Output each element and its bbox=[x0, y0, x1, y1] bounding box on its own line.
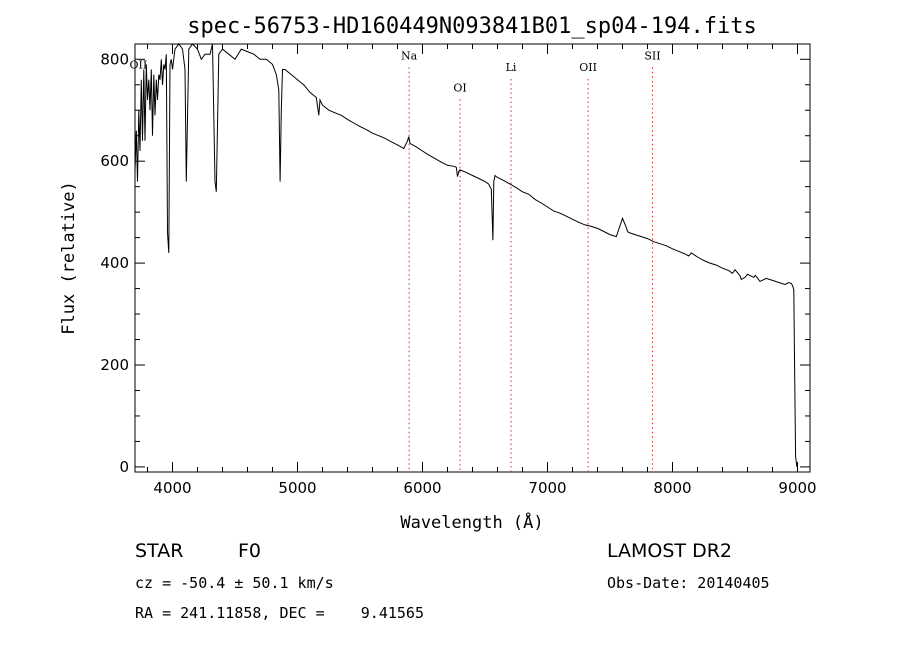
y-tick-label: 200 bbox=[100, 356, 129, 374]
x-tick-label: 5000 bbox=[278, 479, 316, 497]
sky-coordinates: RA = 241.11858, DEC = 9.41565 bbox=[135, 604, 424, 622]
y-tick-label: 0 bbox=[119, 458, 129, 476]
x-tick-label: 6000 bbox=[403, 479, 441, 497]
axis-ticks: 4000 5000 6000 7000 8000 9000 0 200 400 600 800 bbox=[100, 44, 817, 497]
redshift-velocity: cz = -50.4 ± 50.1 km/s bbox=[135, 574, 334, 592]
x-tick-label: 4000 bbox=[153, 479, 191, 497]
plot-frame bbox=[134, 43, 811, 473]
object-subclass: F0 bbox=[238, 540, 262, 562]
y-tick-label: 600 bbox=[100, 152, 129, 170]
observation-date: Obs-Date: 20140405 bbox=[607, 574, 770, 592]
emission-line-label: OI bbox=[453, 81, 466, 94]
spectrum-series-line bbox=[134, 43, 798, 467]
emission-line-label: Na bbox=[401, 49, 418, 62]
x-tick-label: 9000 bbox=[778, 479, 816, 497]
emission-line-markers: OII Na OI Li OII SII bbox=[130, 49, 661, 472]
chart-title: spec-56753-HD160449N093841B01_sp04-194.f… bbox=[187, 14, 757, 39]
y-tick-label: 800 bbox=[100, 50, 129, 68]
emission-line-label: SII bbox=[644, 49, 660, 62]
y-axis-label: Flux (relative) bbox=[59, 181, 79, 335]
emission-line-label: Li bbox=[506, 61, 517, 74]
object-class: STAR bbox=[135, 540, 184, 562]
y-tick-label: 400 bbox=[100, 254, 129, 272]
emission-line-label: OII bbox=[579, 61, 597, 74]
survey-name: LAMOST DR2 bbox=[607, 540, 732, 562]
emission-line-label: OII bbox=[130, 58, 148, 71]
x-tick-label: 8000 bbox=[653, 479, 691, 497]
x-axis-label: Wavelength (Å) bbox=[400, 511, 543, 533]
x-tick-label: 7000 bbox=[528, 479, 566, 497]
